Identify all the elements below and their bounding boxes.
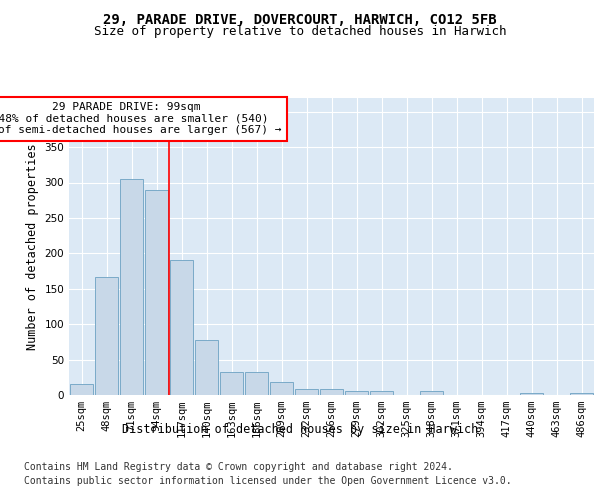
Bar — [145, 190, 168, 395]
Bar — [95, 276, 118, 395]
Bar — [245, 372, 268, 395]
Text: Contains public sector information licensed under the Open Government Licence v3: Contains public sector information licen… — [24, 476, 512, 486]
Bar — [195, 340, 218, 395]
Bar — [70, 384, 93, 395]
Y-axis label: Number of detached properties: Number of detached properties — [26, 143, 39, 350]
Text: 29 PARADE DRIVE: 99sqm
← 48% of detached houses are smaller (540)
51% of semi-de: 29 PARADE DRIVE: 99sqm ← 48% of detached… — [0, 102, 282, 136]
Bar — [120, 179, 143, 395]
Bar — [220, 372, 243, 395]
Text: Contains HM Land Registry data © Crown copyright and database right 2024.: Contains HM Land Registry data © Crown c… — [24, 462, 453, 472]
Bar — [170, 260, 193, 395]
Bar — [570, 393, 593, 395]
Bar — [270, 382, 293, 395]
Bar — [345, 392, 368, 395]
Bar — [370, 391, 393, 395]
Bar — [295, 388, 318, 395]
Text: 29, PARADE DRIVE, DOVERCOURT, HARWICH, CO12 5FB: 29, PARADE DRIVE, DOVERCOURT, HARWICH, C… — [103, 12, 497, 26]
Bar — [320, 388, 343, 395]
Text: Size of property relative to detached houses in Harwich: Size of property relative to detached ho… — [94, 25, 506, 38]
Bar — [520, 393, 543, 395]
Text: Distribution of detached houses by size in Harwich: Distribution of detached houses by size … — [122, 422, 478, 436]
Bar — [420, 392, 443, 395]
